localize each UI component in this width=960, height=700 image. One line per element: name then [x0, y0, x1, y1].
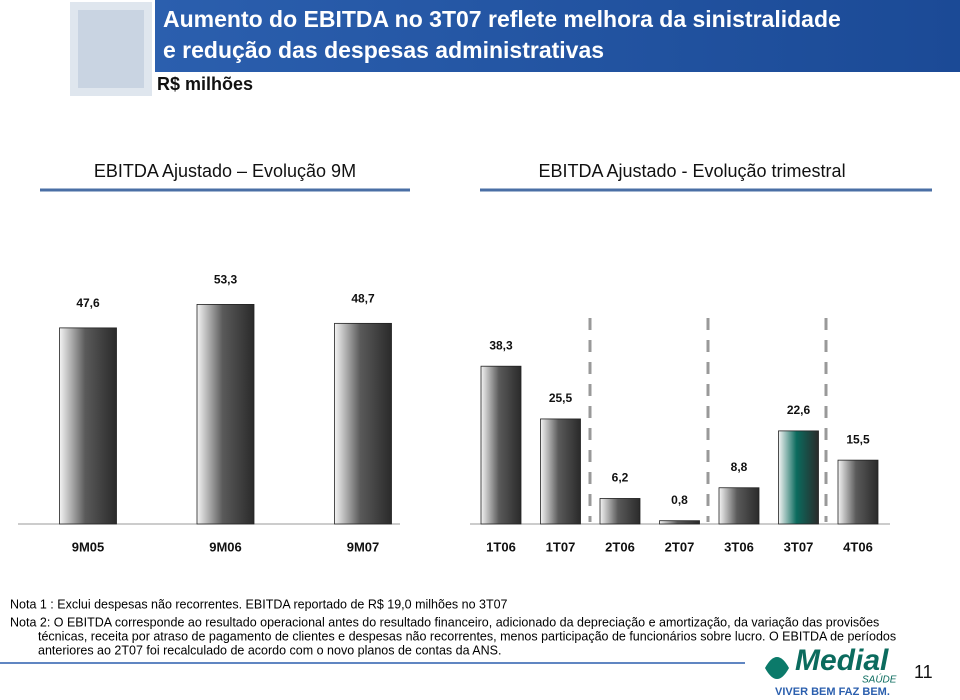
- value-label: 38,3: [489, 338, 513, 352]
- chart-title: EBITDA Ajustado – Evolução 9M: [94, 161, 356, 181]
- title-line: e redução das despesas administrativas: [163, 37, 604, 63]
- bar: [59, 327, 117, 525]
- note: Nota 2: O EBITDA corresponde ao resultad…: [10, 615, 879, 629]
- value-label: 6,2: [612, 471, 629, 485]
- logo-sub: SAÚDE: [862, 673, 897, 686]
- x-tick-label: 1T06: [486, 539, 516, 554]
- bar: [540, 418, 581, 525]
- note: anteriores ao 2T07 foi recalculado de ac…: [38, 643, 501, 657]
- bar: [480, 365, 522, 525]
- separators: [588, 318, 828, 522]
- logo-mark: [765, 657, 789, 679]
- bar: [659, 520, 700, 525]
- value-label: 0,8: [671, 493, 688, 507]
- note: técnicas, receita por atraso de pagament…: [38, 629, 896, 643]
- value-label: 22,6: [787, 403, 811, 417]
- x-tick-label: 1T07: [546, 539, 576, 554]
- x-tick-label: 2T07: [665, 539, 695, 554]
- x-tick-label: 4T06: [843, 539, 873, 554]
- page-number: 11: [914, 662, 933, 682]
- value-label: 47,6: [76, 296, 100, 310]
- value-label: 53,3: [214, 273, 238, 287]
- photo-detail: [78, 10, 144, 88]
- bar: [778, 430, 819, 525]
- value-label: 48,7: [351, 292, 375, 306]
- x-tick-label: 3T06: [724, 539, 754, 554]
- x-tick-label: 3T07: [784, 539, 814, 554]
- logo-name: Medial: [795, 644, 889, 677]
- bar: [196, 304, 255, 525]
- value-label: 25,5: [549, 391, 573, 405]
- x-tick-label: 9M06: [209, 539, 242, 554]
- bar: [718, 487, 760, 525]
- x-tick-label: 9M05: [72, 539, 105, 554]
- x-tick-label: 2T06: [605, 539, 635, 554]
- logo-slogan: VIVER BEM FAZ BEM.: [775, 686, 890, 698]
- title-line: Aumento do EBITDA no 3T07 reflete melhor…: [163, 6, 841, 32]
- value-label: 15,5: [846, 432, 870, 446]
- x-tick-label: 9M07: [347, 539, 380, 554]
- subtitle: R$ milhões: [157, 74, 253, 94]
- header-band: [155, 0, 960, 72]
- note: Nota 1 : Exclui despesas não recorrentes…: [10, 597, 508, 611]
- bar: [334, 322, 392, 525]
- bar: [837, 459, 879, 525]
- bar: [599, 498, 641, 525]
- value-label: 8,8: [731, 460, 748, 474]
- chart-title: EBITDA Ajustado - Evolução trimestral: [538, 161, 845, 181]
